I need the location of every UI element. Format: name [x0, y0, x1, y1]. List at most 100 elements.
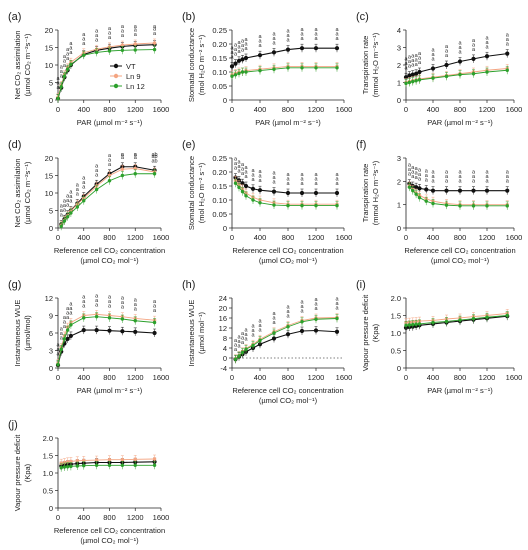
data-point	[244, 194, 248, 198]
data-point	[404, 323, 408, 327]
significance-letter: a	[134, 155, 138, 161]
x-axis-label: Reference cell CO₂ concentration	[404, 246, 515, 255]
significance-letter: a	[230, 45, 234, 51]
legend-swatch-marker	[113, 83, 119, 89]
significance-letter: a	[458, 45, 462, 51]
significance-letter: a	[66, 203, 70, 209]
y-tick-label: 4	[223, 344, 227, 353]
data-point	[152, 457, 157, 461]
y-axis-label: (mol H₂O m⁻² s⁻¹)	[197, 34, 206, 95]
x-tick-label: 400	[77, 233, 90, 242]
data-point	[313, 328, 319, 333]
data-point	[431, 320, 435, 325]
data-point	[244, 347, 248, 351]
data-point	[299, 46, 305, 51]
data-point	[314, 66, 318, 70]
significance-letter: a	[134, 302, 138, 308]
data-point	[94, 187, 99, 192]
significance-letter: a	[272, 320, 276, 326]
panel-a: (a) 0 5 10 15 20 0 400 800 1200 1600 Net CO₂ assimi…	[8, 11, 169, 127]
data-point	[424, 199, 428, 203]
y-axis-label: (µmol/mol)	[23, 315, 32, 351]
significance-letter: a	[241, 38, 245, 44]
data-point	[258, 201, 262, 205]
significance-letter: a	[82, 185, 86, 191]
significance-letter: a	[335, 301, 339, 307]
significance-letter: a	[66, 47, 70, 53]
data-point	[82, 316, 86, 320]
x-tick-label: 1200	[127, 373, 144, 382]
legend-entry-label: Ln 9	[126, 72, 141, 81]
significance-letter: a	[108, 299, 112, 305]
x-tick-label: 400	[254, 233, 267, 242]
significance-letter: a	[251, 177, 255, 183]
data-point	[250, 186, 256, 191]
significance-letter: a	[300, 181, 304, 187]
y-tick-label: 20	[45, 26, 53, 35]
significance-letter: a	[66, 51, 70, 57]
significance-letter: a	[63, 54, 67, 60]
data-point	[82, 199, 86, 203]
significance-letter: a	[153, 24, 157, 30]
significance-letter: a	[458, 179, 462, 185]
data-point	[444, 74, 449, 79]
data-point	[230, 74, 234, 78]
significance-letter: a	[56, 342, 60, 348]
data-point	[237, 71, 241, 76]
data-point	[107, 463, 112, 467]
data-point	[120, 167, 125, 171]
x-tick-label: 400	[427, 233, 440, 242]
significance-letter: a	[153, 308, 157, 314]
significance-letter: a	[286, 314, 290, 320]
data-point	[240, 350, 245, 355]
x-tick-label: 1200	[479, 373, 496, 382]
significance-letter: a	[82, 295, 86, 301]
data-point	[233, 181, 238, 185]
x-tick-label: 0	[56, 105, 60, 114]
x-tick-label: 1200	[127, 105, 144, 114]
data-point	[229, 64, 235, 69]
x-tick-label: 0	[230, 233, 234, 242]
significance-letter: a	[445, 44, 449, 50]
x-tick-label: 800	[282, 105, 295, 114]
x-tick-label: 0	[56, 373, 60, 382]
y-axis-label: (Kpa)	[371, 323, 380, 342]
significance-letter: a	[237, 164, 241, 170]
data-point	[414, 185, 419, 190]
significance-letter: a	[82, 304, 86, 310]
data-point	[65, 465, 70, 469]
y-tick-label: 0	[223, 354, 227, 363]
significance-letter: a	[300, 32, 304, 38]
legend-entry-label: VT	[126, 62, 136, 71]
data-point	[233, 357, 238, 361]
significance-letter: a	[63, 203, 67, 209]
significance-letter: a	[335, 27, 339, 33]
data-point	[120, 173, 125, 178]
data-point	[410, 72, 415, 77]
significance-letter: a	[60, 331, 64, 337]
y-tick-label: 24	[219, 294, 227, 303]
data-point	[237, 185, 241, 190]
x-tick-label: 1600	[506, 373, 523, 382]
significance-letter: a	[121, 305, 125, 311]
y-tick-label: 1.5	[391, 312, 401, 321]
y-tick-label: 3	[397, 154, 401, 163]
significance-letter: a	[286, 33, 290, 39]
significance-letter: a	[82, 32, 86, 38]
significance-letter: a	[458, 50, 462, 56]
significance-letter: a	[95, 28, 99, 34]
x-tick-label: 800	[454, 373, 467, 382]
data-point	[69, 464, 73, 469]
significance-letter: a	[234, 161, 238, 167]
panel-label: (f)	[356, 139, 366, 151]
significance-letter: a	[314, 297, 318, 303]
significance-letter: a	[335, 177, 339, 183]
data-point	[404, 81, 408, 86]
x-tick-label: 1200	[308, 105, 325, 114]
significance-letter: a	[431, 174, 435, 180]
significance-letter: a	[66, 311, 70, 317]
x-tick-label: 0	[56, 513, 60, 522]
significance-letter: a	[153, 31, 157, 37]
x-axis-label: Reference cell CO₂ concentration	[54, 246, 165, 255]
data-point	[335, 316, 339, 321]
